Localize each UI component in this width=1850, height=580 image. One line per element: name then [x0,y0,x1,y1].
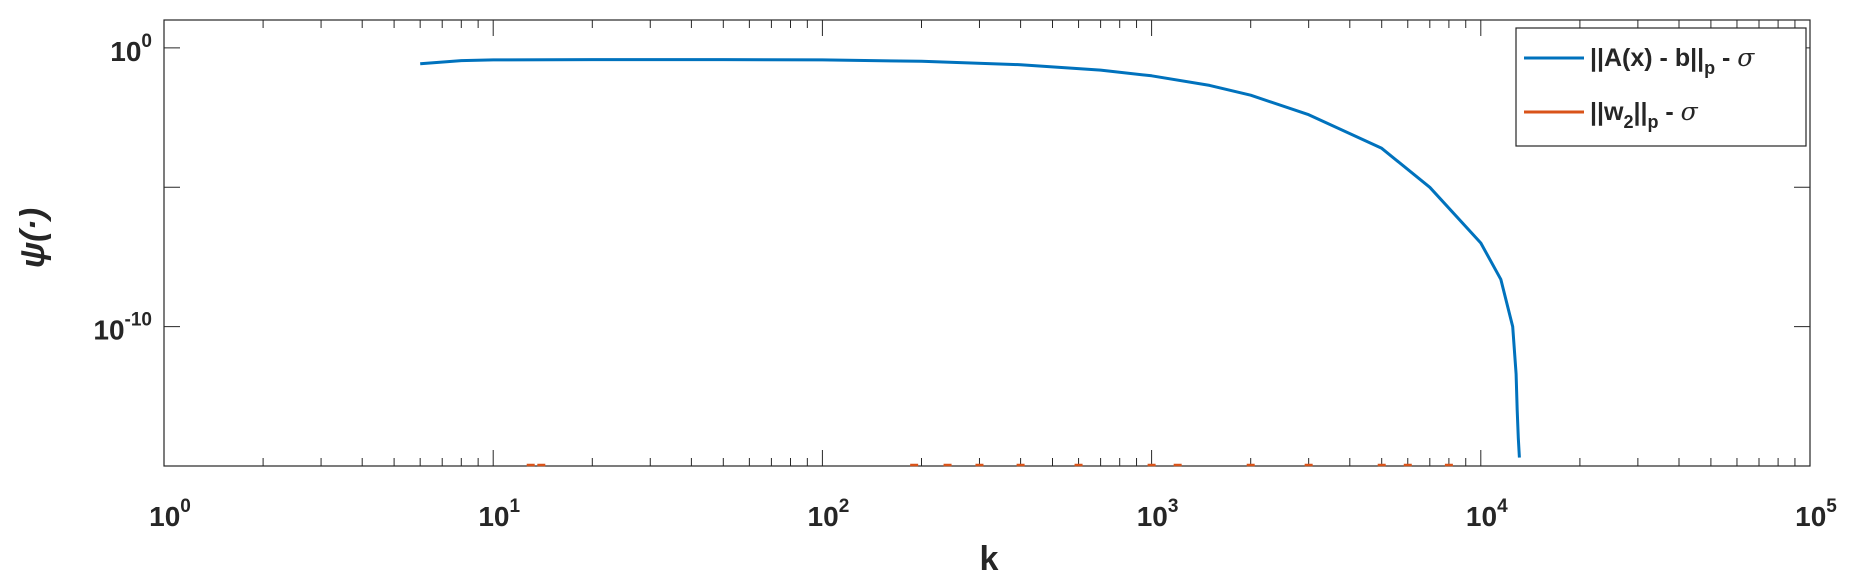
x-tick-label: 104 [1466,496,1508,532]
legend-entry: ||w2||p - σ [1590,97,1699,132]
plot-series [420,58,1521,467]
plot-frame [163,19,1811,467]
x-tick-label: 102 [808,496,850,532]
x-tick-label: 105 [1795,496,1837,532]
y-tick-label: 10-10 [93,310,152,346]
tick-labels: 100 101 102 103 104 105 100 10-10 [93,31,1837,532]
legend-box [1515,27,1807,147]
x-tick-label: 100 [149,496,191,532]
y-axis-label: ψ(·) [14,208,52,268]
x-axis-label: k [980,540,999,578]
series-residual-line [420,58,1521,458]
x-tick-label: 101 [478,496,520,532]
x-tick-label: 103 [1137,496,1179,532]
legend: ||A(x) - b||p - σ ||w2||p - σ [1515,27,1807,147]
axes [163,19,1811,467]
y-tick-label: 100 [110,31,152,67]
legend-entry: ||A(x) - b||p - σ [1590,43,1755,78]
